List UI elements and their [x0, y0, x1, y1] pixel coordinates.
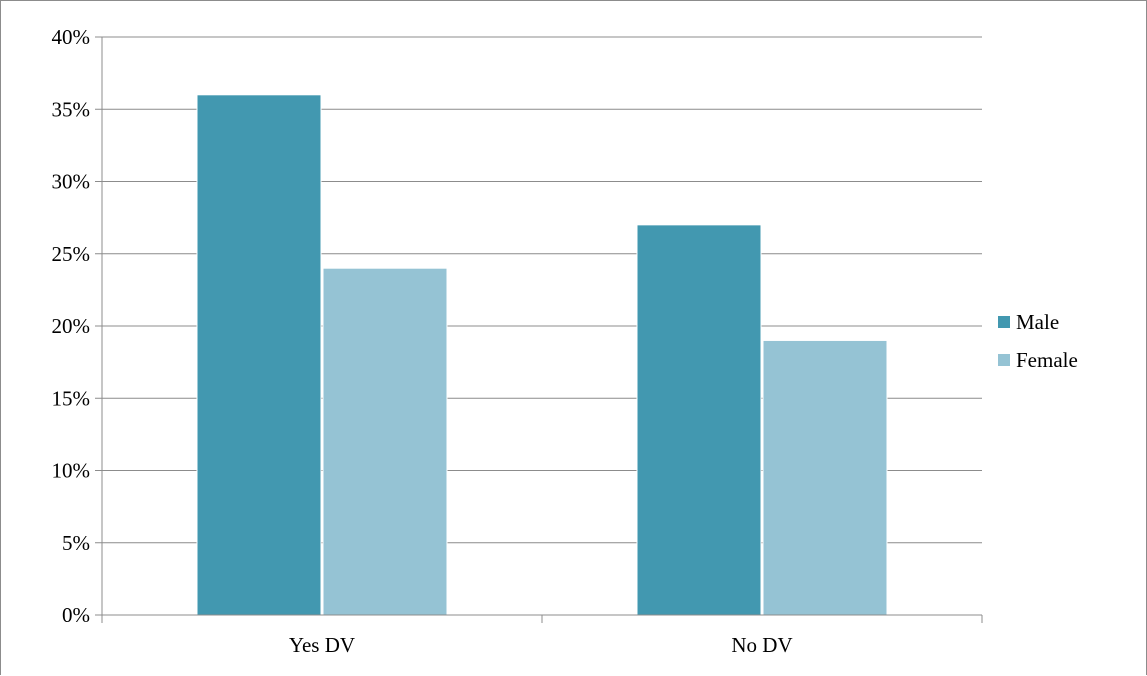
y-tick-label: 10%: [52, 459, 91, 483]
y-tick-label: 40%: [52, 25, 91, 49]
axes: [95, 37, 983, 623]
y-tick-label: 30%: [52, 170, 91, 194]
y-tick-label: 5%: [62, 531, 90, 555]
legend-swatch-male: [998, 316, 1010, 328]
legend-label-male: Male: [1016, 310, 1059, 334]
y-tick-label: 0%: [62, 603, 90, 627]
legend-swatch-female: [998, 354, 1010, 366]
bar-female-no-dv: [762, 339, 888, 616]
y-tick-label: 15%: [52, 386, 91, 410]
x-tick-labels: Yes DV No DV: [289, 633, 793, 657]
y-tick-label: 25%: [52, 242, 91, 266]
legend-label-female: Female: [1016, 348, 1078, 372]
bar-female-yes-dv: [322, 267, 448, 616]
x-tick-label: Yes DV: [289, 633, 355, 657]
bar-male-no-dv: [636, 224, 762, 616]
y-tick-label: 20%: [52, 314, 91, 338]
bar-male-yes-dv: [196, 94, 322, 616]
x-tick-label: No DV: [731, 633, 792, 657]
y-tick-labels: 0% 5% 10% 15% 20% 25% 30% 35% 40%: [52, 25, 91, 627]
legend: Male Female: [998, 310, 1078, 372]
bars: [196, 94, 888, 616]
y-tick-label: 35%: [52, 97, 91, 121]
